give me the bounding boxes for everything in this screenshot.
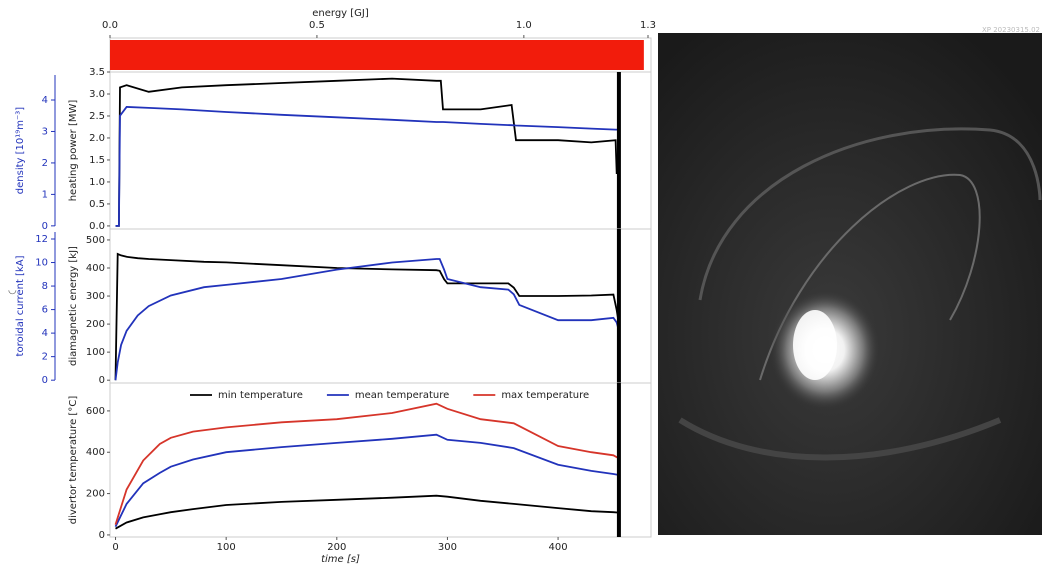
y-tick-label: 2.0 <box>89 133 105 144</box>
x-tick-label: 0 <box>112 542 118 553</box>
series-line <box>114 402 620 525</box>
y-tick-label: 0 <box>99 375 105 386</box>
series-line <box>115 105 619 227</box>
y-tick-label: 500 <box>86 235 105 246</box>
y-tick-label: 3.5 <box>89 67 105 78</box>
series-line <box>114 258 620 381</box>
y2-tick-label: 0 <box>42 221 48 232</box>
y-tick-label: 1.5 <box>89 155 105 166</box>
plot-frame <box>109 71 652 230</box>
y2-tick-label: 4 <box>42 95 48 106</box>
y2-axis-label: toroidal current [kA] <box>15 255 26 356</box>
y-tick-label: 400 <box>86 263 105 274</box>
x-axis-label: time [s] <box>321 554 360 565</box>
side-mark: ◡ <box>8 285 17 296</box>
y2-tick-label: 1 <box>42 189 48 200</box>
y2-tick-label: 10 <box>35 258 48 269</box>
image-stamp: XP 20230315.02 <box>982 26 1040 34</box>
y-tick-label: 0.0 <box>89 221 105 232</box>
y-axis-label: diamagnetic energy [kJ] <box>68 246 79 366</box>
x-tick-label: 200 <box>327 542 346 553</box>
series-line <box>115 494 619 530</box>
y2-tick-label: 6 <box>42 305 48 316</box>
y2-tick-label: 12 <box>35 234 48 245</box>
y-tick-label: 400 <box>86 447 105 458</box>
y-tick-label: 100 <box>86 347 105 358</box>
y2-tick-label: 3 <box>42 126 48 137</box>
y2-axis-label: density [10¹⁹m⁻³] <box>15 107 26 195</box>
y-axis-label: divertor temperature [°C] <box>68 396 79 525</box>
x-axis-label: energy [GJ] <box>312 8 369 19</box>
y-tick-label: 200 <box>86 319 105 330</box>
y-tick-label: 2.5 <box>89 111 105 122</box>
y-tick-label: 1.0 <box>89 177 105 188</box>
y-tick-label: 0 <box>99 530 105 541</box>
y2-tick-label: 8 <box>42 281 48 292</box>
series-line <box>114 252 620 381</box>
x-tick-label: 300 <box>438 542 457 553</box>
y2-tick-label: 4 <box>42 328 48 339</box>
plot-frame <box>109 382 652 538</box>
legend-label: mean temperature <box>355 390 449 401</box>
plot-frame <box>109 228 652 384</box>
y2-tick-label: 2 <box>42 352 48 363</box>
legend-label: min temperature <box>218 390 303 401</box>
x-tick-label: 1.3 <box>640 20 656 31</box>
series-line <box>115 77 619 227</box>
y-tick-label: 0.5 <box>89 199 105 210</box>
y-axis-label: heating power [MW] <box>68 100 79 202</box>
y2-tick-label: 0 <box>42 375 48 386</box>
y-tick-label: 3.0 <box>89 89 105 100</box>
x-tick-label: 100 <box>217 542 236 553</box>
y-tick-label: 200 <box>86 489 105 500</box>
x-tick-label: 0.5 <box>309 20 325 31</box>
x-tick-label: 0.0 <box>102 20 118 31</box>
x-tick-label: 1.0 <box>516 20 532 31</box>
camera-image: XP 20230315.02 <box>658 26 1042 535</box>
legend-label: max temperature <box>501 390 589 401</box>
energy-bar <box>110 40 644 70</box>
y-tick-label: 600 <box>86 406 105 417</box>
x-tick-label: 400 <box>549 542 568 553</box>
series-line <box>114 433 620 528</box>
y2-tick-label: 2 <box>42 158 48 169</box>
y-tick-label: 300 <box>86 291 105 302</box>
